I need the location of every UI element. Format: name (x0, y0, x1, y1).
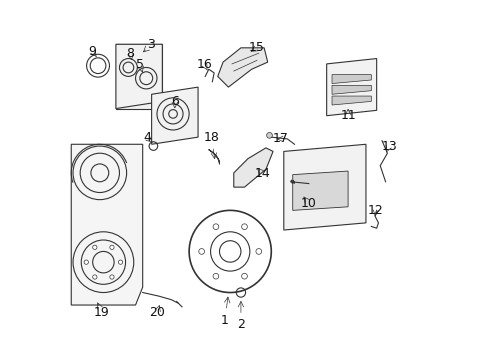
Polygon shape (217, 48, 267, 87)
Circle shape (255, 249, 261, 254)
Text: 11: 11 (340, 109, 355, 122)
Text: 4: 4 (143, 131, 151, 144)
Text: 12: 12 (367, 204, 383, 217)
Circle shape (198, 249, 204, 254)
Circle shape (266, 132, 272, 138)
Text: 17: 17 (272, 132, 287, 145)
Text: 13: 13 (381, 140, 396, 153)
Circle shape (118, 260, 122, 264)
Polygon shape (233, 148, 272, 187)
Circle shape (93, 275, 97, 279)
Text: 3: 3 (147, 39, 155, 51)
Polygon shape (116, 44, 162, 109)
Text: 5: 5 (136, 58, 144, 72)
Text: 10: 10 (300, 197, 316, 210)
Polygon shape (331, 75, 370, 84)
Text: 8: 8 (126, 47, 134, 60)
Text: 1: 1 (221, 314, 228, 327)
Circle shape (110, 275, 114, 279)
Text: 9: 9 (88, 45, 97, 58)
Polygon shape (71, 144, 142, 305)
Polygon shape (283, 144, 365, 230)
Circle shape (213, 224, 218, 230)
Polygon shape (326, 59, 376, 116)
Text: 2: 2 (237, 318, 244, 331)
Circle shape (84, 260, 88, 264)
Text: 18: 18 (203, 131, 219, 144)
Circle shape (241, 224, 247, 230)
Text: 20: 20 (149, 306, 164, 319)
Polygon shape (151, 87, 198, 144)
Circle shape (110, 245, 114, 249)
Polygon shape (331, 96, 370, 105)
Circle shape (241, 273, 247, 279)
Text: 19: 19 (94, 306, 109, 319)
Text: 16: 16 (196, 58, 212, 72)
FancyBboxPatch shape (116, 44, 162, 109)
Circle shape (93, 245, 97, 249)
Text: 15: 15 (248, 41, 264, 54)
Circle shape (213, 273, 218, 279)
Text: 6: 6 (170, 95, 179, 108)
Polygon shape (331, 85, 370, 94)
Polygon shape (292, 171, 347, 210)
Text: 14: 14 (254, 167, 270, 180)
